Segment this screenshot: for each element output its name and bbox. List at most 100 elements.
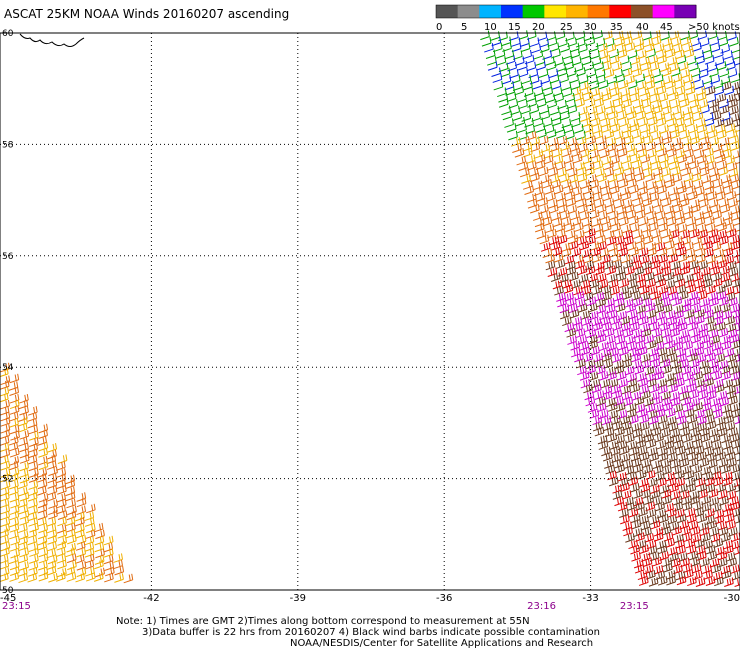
- wind-barb: [618, 247, 629, 258]
- wind-barb: [698, 229, 708, 239]
- legend-label: 45: [660, 22, 673, 33]
- wind-barb: [540, 242, 551, 252]
- wind-barb: [533, 117, 544, 128]
- wind-barb: [577, 43, 588, 54]
- wind-barb: [529, 37, 540, 48]
- wind-barb: [504, 49, 515, 60]
- wind-barb: [574, 124, 584, 134]
- wind-barb: [695, 378, 705, 389]
- wind-barb: [582, 217, 593, 227]
- wind-barb: [669, 91, 679, 102]
- wind-barb: [644, 104, 655, 115]
- wind-barb: [9, 373, 20, 384]
- wind-barb: [716, 61, 727, 71]
- wind-barb: [557, 135, 568, 146]
- wind-barb: [593, 160, 604, 171]
- wind-barb: [630, 93, 640, 103]
- wind-barb: [572, 316, 583, 326]
- wind-barb: [38, 423, 49, 434]
- wind-barb: [565, 92, 575, 103]
- wind-barb: [659, 154, 669, 164]
- wind-barb: [666, 216, 677, 227]
- legend-swatch: [566, 5, 589, 18]
- wind-barb: [560, 43, 570, 53]
- wind-barb: [632, 67, 643, 78]
- wind-barb: [671, 37, 682, 47]
- lon-label: -33: [582, 593, 598, 604]
- wind-barb: [705, 85, 716, 96]
- wind-barb: [588, 74, 598, 85]
- wind-barb: [582, 185, 593, 195]
- wind-barb: [729, 234, 740, 245]
- wind-barb: [597, 241, 607, 252]
- wind-barb: [521, 74, 532, 85]
- wind-barb: [498, 93, 508, 103]
- wind-barb: [614, 199, 625, 209]
- wind-barb: [574, 229, 585, 240]
- wind-barb: [597, 42, 608, 53]
- wind-barb: [635, 241, 646, 252]
- wind-barb: [657, 216, 668, 227]
- wind-barb: [529, 203, 540, 214]
- wind-barb: [575, 30, 586, 41]
- map-title: ASCAT 25KM NOAA Winds 20160207 ascending: [4, 7, 289, 21]
- wind-barb: [645, 80, 656, 91]
- wind-barb: [563, 185, 574, 196]
- wind-barb: [596, 135, 607, 146]
- wind-barb: [729, 105, 739, 116]
- wind-barb: [651, 30, 661, 40]
- wind-barb: [699, 167, 710, 177]
- wind-barb: [546, 61, 557, 71]
- wind-barb: [548, 137, 559, 147]
- wind-barb: [722, 241, 733, 252]
- wind-barb: [548, 68, 559, 79]
- wind-barb: [609, 55, 620, 65]
- wind-barb: [690, 397, 700, 408]
- wind-barb: [660, 31, 670, 41]
- wind-barb: [521, 104, 531, 115]
- wind-barb: [662, 37, 673, 48]
- wind-barb: [719, 98, 729, 109]
- legend: 0 5 10 15 20 25 30 35 40 45 >50 knots: [435, 4, 740, 33]
- wind-barb: [683, 74, 693, 84]
- wind-barb: [556, 192, 566, 202]
- wind-barb: [645, 172, 656, 183]
- wind-barb: [726, 191, 737, 201]
- lat-label: 56: [2, 252, 14, 262]
- wind-barb: [656, 49, 667, 60]
- wind-barb: [651, 161, 661, 171]
- wind-barb: [570, 112, 581, 122]
- wind-barb: [636, 111, 647, 121]
- wind-barb: [699, 521, 709, 532]
- wind-barb: [487, 61, 498, 71]
- wind-barb: [694, 80, 705, 90]
- wind-barb: [502, 110, 513, 121]
- wind-barb: [704, 155, 715, 165]
- wind-barb: [633, 197, 644, 207]
- wind-barb: [523, 80, 533, 91]
- wind-barb: [617, 148, 628, 158]
- wind-barb: [720, 112, 731, 122]
- lon-label: -30: [724, 593, 740, 604]
- wind-barb: [716, 129, 727, 140]
- wind-barb: [638, 216, 649, 227]
- wind-barb: [632, 30, 643, 41]
- wind-barb: [508, 130, 518, 141]
- wind-barb: [626, 210, 637, 220]
- wind-barb: [698, 68, 709, 79]
- wind-barb: [597, 173, 607, 183]
- wind-barb: [555, 259, 566, 270]
- wind-barb: [690, 203, 701, 214]
- wind-barb: [581, 50, 591, 60]
- wind-barb: [716, 153, 726, 164]
- wind-barb: [555, 222, 566, 233]
- wind-barb: [719, 104, 730, 115]
- wind-barb: [548, 167, 559, 178]
- wind-barb: [578, 204, 588, 214]
- wind-barb: [717, 222, 727, 232]
- wind-barb: [635, 203, 646, 214]
- wind-barb: [617, 210, 628, 221]
- wind-barb: [484, 42, 494, 53]
- wind-barb: [698, 130, 709, 141]
